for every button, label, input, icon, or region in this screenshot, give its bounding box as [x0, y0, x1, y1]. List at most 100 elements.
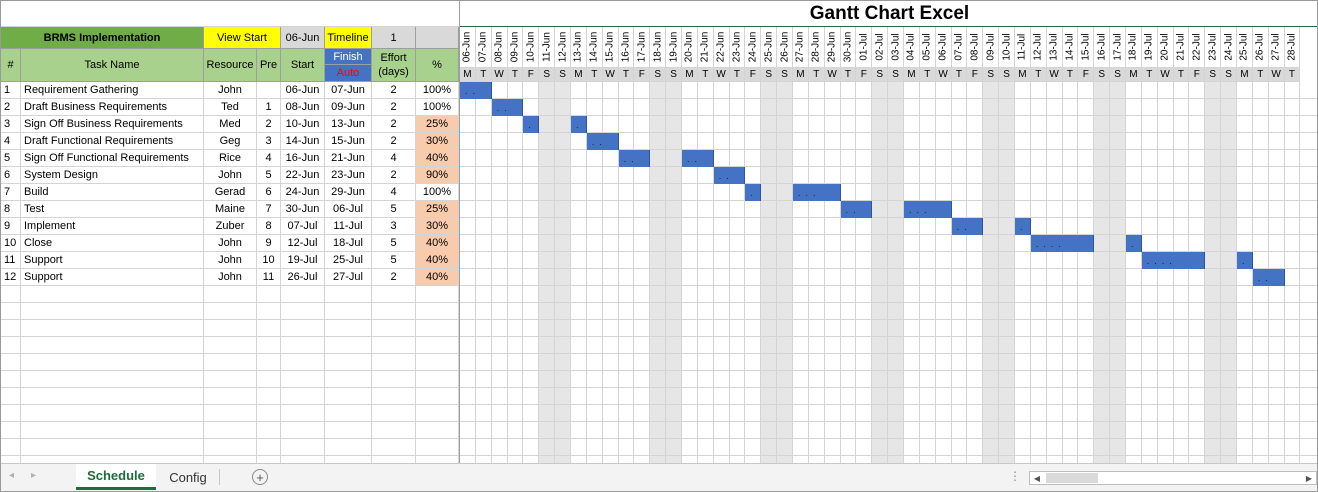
gantt-bar[interactable]: .. — [618, 150, 651, 167]
task-percent-cell[interactable]: 40% — [416, 150, 459, 167]
task-start-cell[interactable]: 19-Jul — [281, 252, 325, 269]
task-name-cell[interactable]: Support — [21, 269, 204, 286]
gantt-bar[interactable]: .... — [1030, 235, 1095, 252]
gantt-bar[interactable]: .. — [1252, 269, 1285, 286]
task-effort-cell[interactable]: 2 — [372, 82, 416, 99]
gantt-bar[interactable]: .. — [951, 218, 984, 235]
task-effort-cell[interactable]: 2 — [372, 269, 416, 286]
finish-auto-mode[interactable]: Auto — [325, 65, 372, 82]
task-resource-cell[interactable]: Maine — [204, 201, 257, 218]
task-start-cell[interactable]: 26-Jul — [281, 269, 325, 286]
task-start-cell[interactable]: 07-Jul — [281, 218, 325, 235]
task-resource-cell[interactable]: Gerad — [204, 184, 257, 201]
task-effort-cell[interactable]: 5 — [372, 201, 416, 218]
task-start-cell[interactable]: 10-Jun — [281, 116, 325, 133]
task-percent-cell[interactable]: 25% — [416, 116, 459, 133]
gantt-bar[interactable]: .. — [840, 201, 873, 218]
tab-scroll-left-icon[interactable]: ◂ — [9, 470, 15, 481]
task-effort-cell[interactable]: 3 — [372, 218, 416, 235]
gantt-bar[interactable]: .. — [681, 150, 714, 167]
gantt-bar[interactable]: .. — [491, 99, 524, 116]
task-resource-cell[interactable]: John — [204, 252, 257, 269]
task-resource-cell[interactable]: Ted — [204, 99, 257, 116]
view-start-value[interactable]: 06-Jun — [281, 27, 325, 49]
horizontal-scrollbar[interactable]: ◀ ▶ — [1029, 471, 1317, 485]
task-finish-cell[interactable]: 07-Jun — [325, 82, 372, 99]
task-name-cell[interactable]: System Design — [21, 167, 204, 184]
task-finish-cell[interactable]: 09-Jun — [325, 99, 372, 116]
task-name-cell[interactable]: Support — [21, 252, 204, 269]
task-effort-cell[interactable]: 2 — [372, 116, 416, 133]
task-start-cell[interactable]: 24-Jun — [281, 184, 325, 201]
task-finish-cell[interactable]: 15-Jun — [325, 133, 372, 150]
task-percent-cell[interactable]: 100% — [416, 99, 459, 116]
scroll-right-arrow-icon[interactable]: ▶ — [1305, 473, 1313, 483]
task-finish-cell[interactable]: 25-Jul — [325, 252, 372, 269]
task-start-cell[interactable]: 22-Jun — [281, 167, 325, 184]
task-predecessor-cell[interactable]: 6 — [257, 184, 281, 201]
gantt-bar[interactable]: . — [1125, 235, 1142, 252]
task-resource-cell[interactable]: John — [204, 167, 257, 184]
task-finish-cell[interactable]: 18-Jul — [325, 235, 372, 252]
task-finish-cell[interactable]: 13-Jun — [325, 116, 372, 133]
tab-schedule[interactable]: Schedule — [76, 464, 156, 490]
task-effort-cell[interactable]: 2 — [372, 99, 416, 116]
task-start-cell[interactable]: 16-Jun — [281, 150, 325, 167]
task-percent-cell[interactable]: 100% — [416, 184, 459, 201]
task-start-cell[interactable]: 30-Jun — [281, 201, 325, 218]
gantt-bar[interactable]: .. — [713, 167, 746, 184]
task-name-cell[interactable]: Test — [21, 201, 204, 218]
task-resource-cell[interactable]: John — [204, 269, 257, 286]
task-predecessor-cell[interactable]: 7 — [257, 201, 281, 218]
tab-scroll-right-icon[interactable]: ▸ — [31, 470, 37, 481]
task-name-cell[interactable]: Implement — [21, 218, 204, 235]
gantt-bar[interactable]: .... — [1141, 252, 1206, 269]
task-resource-cell[interactable]: John — [204, 82, 257, 99]
task-name-cell[interactable]: Requirement Gathering — [21, 82, 204, 99]
task-finish-cell[interactable]: 11-Jul — [325, 218, 372, 235]
task-predecessor-cell[interactable]: 4 — [257, 150, 281, 167]
task-percent-cell[interactable]: 30% — [416, 133, 459, 150]
task-percent-cell[interactable]: 100% — [416, 82, 459, 99]
task-effort-cell[interactable]: 2 — [372, 167, 416, 184]
scrollbar-thumb[interactable] — [1046, 473, 1098, 483]
gantt-bar[interactable]: . — [745, 184, 762, 201]
task-effort-cell[interactable]: 5 — [372, 252, 416, 269]
task-predecessor-cell[interactable] — [257, 82, 281, 99]
task-effort-cell[interactable]: 5 — [372, 235, 416, 252]
task-predecessor-cell[interactable]: 9 — [257, 235, 281, 252]
task-predecessor-cell[interactable]: 3 — [257, 133, 281, 150]
split-handle-icon[interactable]: ⋮ — [1009, 469, 1021, 483]
task-effort-cell[interactable]: 4 — [372, 150, 416, 167]
task-name-cell[interactable]: Sign Off Functional Requirements — [21, 150, 204, 167]
task-finish-cell[interactable]: 21-Jun — [325, 150, 372, 167]
task-predecessor-cell[interactable]: 5 — [257, 167, 281, 184]
task-effort-cell[interactable]: 2 — [372, 133, 416, 150]
task-effort-cell[interactable]: 4 — [372, 184, 416, 201]
task-resource-cell[interactable]: Geg — [204, 133, 257, 150]
gantt-bar[interactable]: . — [1236, 252, 1253, 269]
task-finish-cell[interactable]: 06-Jul — [325, 201, 372, 218]
gantt-bar[interactable]: ... — [903, 201, 952, 218]
task-percent-cell[interactable]: 40% — [416, 235, 459, 252]
task-finish-cell[interactable]: 23-Jun — [325, 167, 372, 184]
task-start-cell[interactable]: 14-Jun — [281, 133, 325, 150]
gantt-bar[interactable]: . — [1014, 218, 1031, 235]
task-percent-cell[interactable]: 40% — [416, 269, 459, 286]
scroll-left-arrow-icon[interactable]: ◀ — [1033, 473, 1041, 483]
task-finish-cell[interactable]: 29-Jun — [325, 184, 372, 201]
task-percent-cell[interactable]: 30% — [416, 218, 459, 235]
task-predecessor-cell[interactable]: 10 — [257, 252, 281, 269]
task-predecessor-cell[interactable]: 8 — [257, 218, 281, 235]
task-name-cell[interactable]: Draft Business Requirements — [21, 99, 204, 116]
task-name-cell[interactable]: Close — [21, 235, 204, 252]
task-resource-cell[interactable]: John — [204, 235, 257, 252]
task-name-cell[interactable]: Sign Off Business Requirements — [21, 116, 204, 133]
task-start-cell[interactable]: 12-Jul — [281, 235, 325, 252]
task-percent-cell[interactable]: 90% — [416, 167, 459, 184]
gantt-bar[interactable]: .. — [460, 82, 492, 99]
task-percent-cell[interactable]: 25% — [416, 201, 459, 218]
task-percent-cell[interactable]: 40% — [416, 252, 459, 269]
task-name-cell[interactable]: Build — [21, 184, 204, 201]
task-predecessor-cell[interactable]: 11 — [257, 269, 281, 286]
